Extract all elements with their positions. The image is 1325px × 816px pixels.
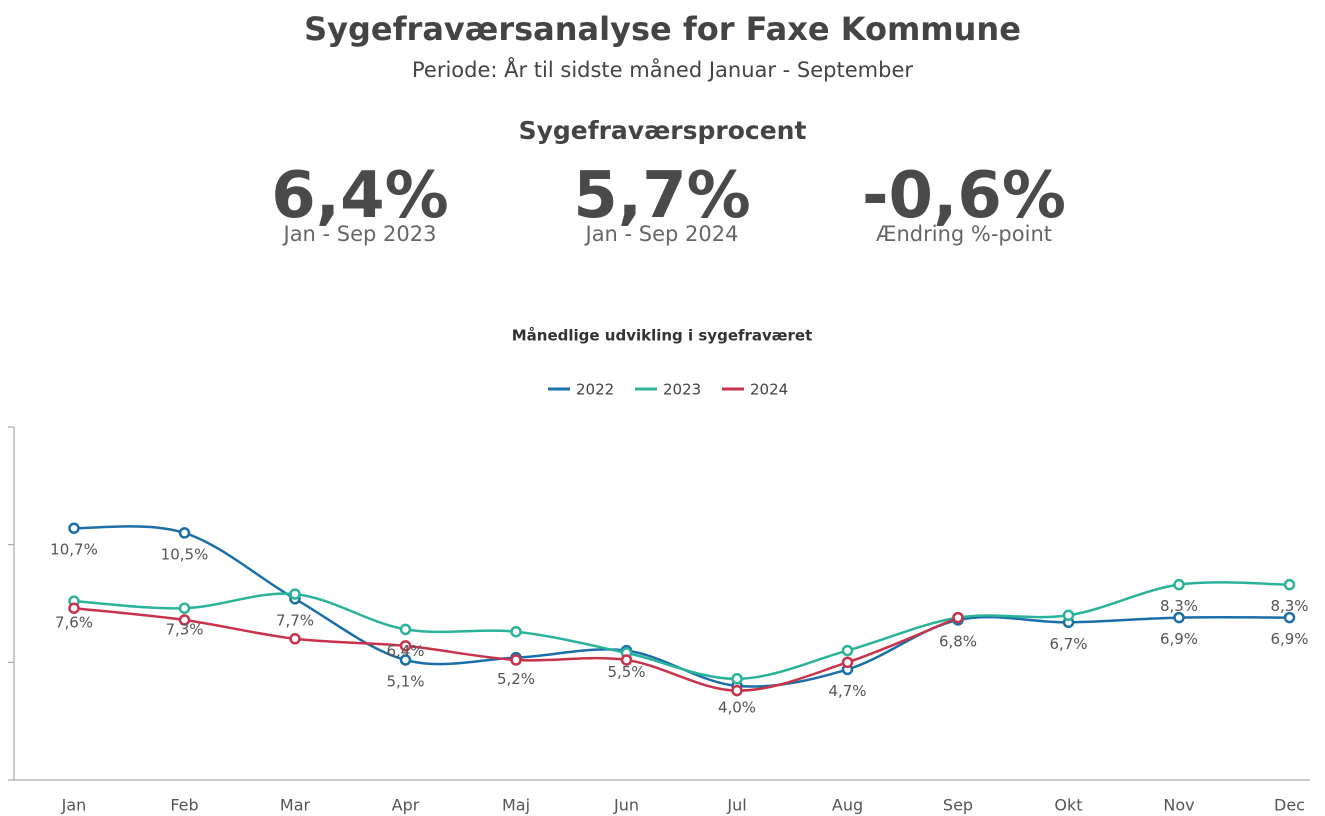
data-label: 5,5% [607, 663, 645, 681]
x-tick-label: Okt [1054, 796, 1082, 815]
data-label: 6,9% [1160, 630, 1198, 648]
x-tick-label: Nov [1163, 796, 1194, 815]
point [289, 633, 301, 645]
data-label: 7,3% [165, 621, 203, 639]
point [399, 623, 412, 636]
point [620, 654, 633, 666]
point [1173, 611, 1185, 624]
page-title: Sygefraværsanalyse for Faxe Kommune [304, 10, 1021, 48]
data-label: 6,8% [939, 632, 977, 650]
kpi-label: Jan - Sep 2024 [585, 222, 739, 246]
kpi-card: 5,7% Jan - Sep 2024 [532, 158, 792, 246]
point [510, 625, 522, 638]
legend-label: 2022 [576, 381, 614, 399]
chart-title: Månedlige udvikling i sygefraværet [512, 327, 813, 345]
data-label: 10,5% [161, 545, 209, 563]
x-tick-label: Feb [170, 796, 198, 815]
data-label: 7,7% [276, 611, 314, 629]
point [289, 588, 301, 600]
point [841, 644, 854, 657]
kpi-title: Sygefraværsprocent [518, 116, 807, 145]
data-label: 8,3% [1160, 597, 1198, 615]
point [399, 640, 412, 652]
data-label: 4,0% [718, 698, 756, 716]
point [178, 527, 191, 539]
data-label: 5,1% [386, 672, 424, 690]
kpi-label: Jan - Sep 2023 [283, 222, 437, 246]
x-tick-label: Aug [832, 796, 863, 815]
point [731, 684, 743, 697]
point [1062, 609, 1075, 622]
point [731, 673, 743, 685]
kpi-card: 6,4% Jan - Sep 2023 [230, 158, 490, 246]
point [1283, 611, 1296, 624]
x-tick-label: Jun [613, 796, 639, 815]
point [952, 611, 964, 624]
x-tick-label: Mar [280, 796, 311, 815]
point [178, 602, 191, 614]
point [399, 654, 412, 666]
point [68, 602, 80, 614]
x-tick-label: Maj [502, 796, 530, 815]
data-label: 6,4% [386, 642, 424, 660]
x-tick-label: Jan [61, 796, 87, 815]
data-label: 8,3% [1270, 597, 1308, 615]
data-label: 6,9% [1270, 630, 1308, 648]
kpi-value: 5,7% [573, 159, 751, 233]
point [1283, 578, 1296, 591]
legend-label: 2023 [663, 381, 701, 399]
x-tick-label: Sep [943, 796, 973, 815]
kpi-label: Ændring %-point [876, 222, 1052, 246]
data-label: 7,6% [55, 614, 93, 632]
data-label: 5,2% [497, 670, 535, 688]
x-tick-label: Apr [392, 796, 420, 815]
x-tick-label: Jul [726, 796, 746, 815]
kpi-value: -0,6% [861, 159, 1067, 233]
data-label: 10,7% [50, 541, 98, 559]
point [510, 654, 522, 666]
x-tick-label: Dec [1274, 796, 1305, 815]
point [68, 522, 80, 534]
point [178, 614, 191, 626]
series-line [73, 581, 1290, 681]
point [1173, 578, 1185, 591]
point [841, 656, 854, 669]
kpi-value: 6,4% [271, 159, 449, 233]
legend-label: 2024 [750, 381, 788, 399]
data-label: 6,7% [1049, 635, 1087, 653]
page-subtitle: Periode: År til sidste måned Januar - Se… [411, 58, 914, 82]
data-label: 4,7% [828, 682, 866, 700]
kpi-card: -0,6% Ændring %-point [834, 158, 1094, 246]
